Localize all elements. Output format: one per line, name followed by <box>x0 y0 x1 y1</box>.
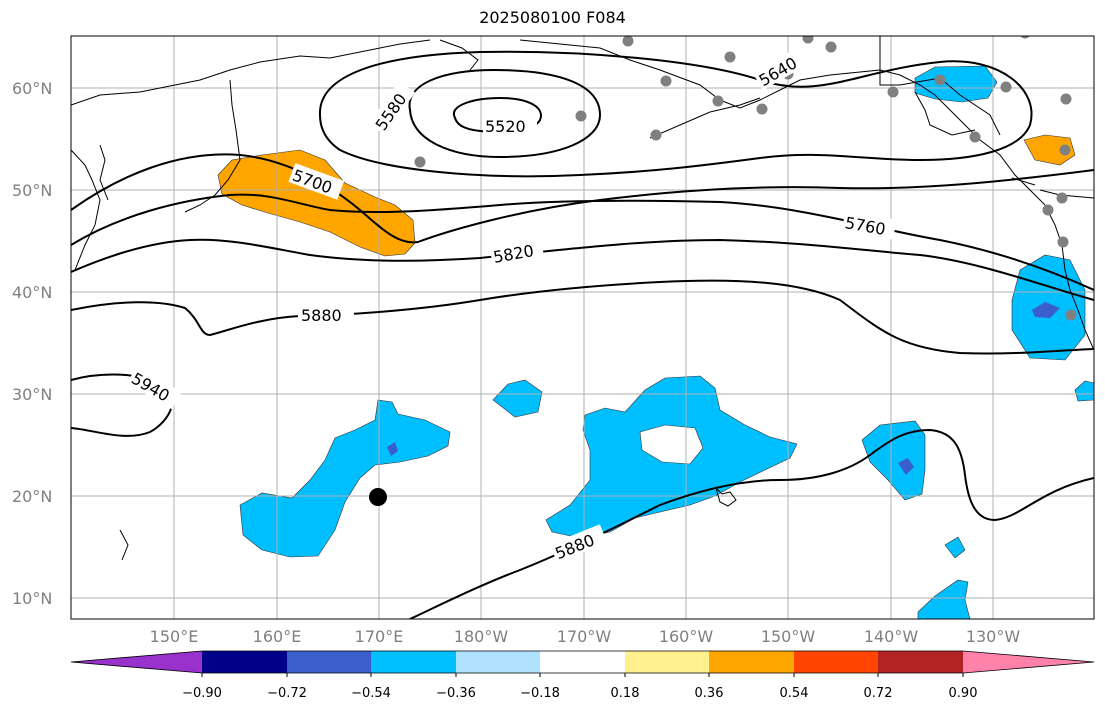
station-dot <box>1056 192 1068 204</box>
negative-anomaly-west-pacific <box>239 399 451 558</box>
lat-label-30: 30°N <box>12 385 52 404</box>
lat-label-40: 40°N <box>12 283 52 302</box>
map-title: 2025080100 F084 <box>479 8 626 27</box>
strong-negative-1 <box>1032 302 1060 318</box>
station-dot <box>969 131 981 143</box>
colorbar-tick-label: −0.36 <box>436 686 476 701</box>
negative-anomaly-east <box>861 420 926 501</box>
contour-5580-outer <box>318 50 1033 178</box>
lat-label-60: 60°N <box>12 79 52 98</box>
lat-label-10: 10°N <box>12 589 52 608</box>
station-dot <box>660 75 672 87</box>
lat-label-50: 50°N <box>12 181 52 200</box>
contour-5700 <box>71 153 1094 244</box>
latitude-labels: 60°N 50°N 40°N 30°N 20°N 10°N <box>12 79 52 608</box>
colorbar-tick-label: −0.18 <box>520 686 560 701</box>
negative-anomaly-small-2 <box>944 536 966 559</box>
colorbar-tick-label: −0.72 <box>267 686 307 701</box>
colorbar-tick-label: 0.90 <box>949 686 978 701</box>
lon-label-150e: 150°E <box>150 627 199 646</box>
station-dots <box>414 36 1077 321</box>
station-dot <box>1059 144 1071 156</box>
contour-label-5880-north: 5880 <box>301 306 342 325</box>
center-marker <box>369 488 387 506</box>
station-dot <box>825 41 837 53</box>
lon-label-140w: 140°W <box>864 627 919 646</box>
station-dot <box>1000 81 1012 93</box>
longitude-labels: 150°E 160°E 170°E 180°W 170°W 160°W 150°… <box>150 627 1021 646</box>
station-dot <box>1060 93 1072 105</box>
station-dot <box>724 51 736 63</box>
colorbar-swatch <box>625 651 709 673</box>
contour-5520 <box>452 96 542 133</box>
contour-5880-north <box>71 279 1094 355</box>
contour-label-5520: 5520 <box>485 117 526 136</box>
lon-label-170e: 170°E <box>355 627 404 646</box>
lon-label-160w: 160°W <box>659 627 714 646</box>
colorbar-extend-low <box>71 651 202 673</box>
station-dot <box>1065 309 1077 321</box>
colorbar-swatch <box>540 651 625 673</box>
colorbar-swatch <box>878 651 963 673</box>
lon-label-130w: 130°W <box>966 627 1021 646</box>
colorbar-tick-label: 0.36 <box>695 686 724 701</box>
lon-label-170w: 170°W <box>557 627 612 646</box>
colorbar-swatch <box>456 651 540 673</box>
negative-anomaly-small-3 <box>1074 380 1094 402</box>
station-dot <box>1057 236 1069 248</box>
station-dot <box>414 156 426 168</box>
colorbar-swatch <box>371 651 456 673</box>
contour-5880-south <box>409 428 1094 619</box>
station-dot <box>1042 204 1054 216</box>
colorbar-swatch <box>709 651 794 673</box>
negative-anomaly-se <box>917 579 971 619</box>
lat-label-20: 20°N <box>12 487 52 506</box>
colorbar-tick-label: 0.72 <box>864 686 893 701</box>
colorbar-swatches <box>70 650 1095 674</box>
colorbar-tick-label: −0.90 <box>182 686 222 701</box>
colorbar-extend-high <box>963 651 1094 673</box>
station-dot <box>650 129 662 141</box>
plot-frame <box>70 35 1095 620</box>
station-dot <box>802 36 814 44</box>
station-dot <box>756 103 768 115</box>
station-dot <box>1020 36 1030 39</box>
contour-5580-inner <box>408 68 602 159</box>
negative-anomaly-hole <box>639 424 704 465</box>
colorbar-swatch <box>794 651 878 673</box>
strong-negative-3 <box>387 442 398 456</box>
contour-5760 <box>71 193 1094 291</box>
colorbar-ticks: −0.90 −0.72 −0.54 −0.36 −0.18 0.18 0.36 0.54 0.7… <box>182 673 977 701</box>
gridlines <box>71 36 1094 619</box>
colorbar-swatch <box>287 651 371 673</box>
negative-anomaly-alaska <box>914 65 998 103</box>
colorbar: −0.90 −0.72 −0.54 −0.36 −0.18 0.18 0.36 0.54 0.7… <box>70 650 1095 701</box>
negative-anomaly-small-1 <box>492 379 543 418</box>
lon-label-180w: 180°W <box>454 627 509 646</box>
colorbar-swatch <box>202 651 287 673</box>
colorbar-tick-label: 0.18 <box>611 686 640 701</box>
station-dot <box>622 36 634 47</box>
colorbar-tick-label: −0.54 <box>351 686 391 701</box>
positive-anomaly-vancouver <box>1023 134 1076 166</box>
colorbar-tick-label: 0.54 <box>780 686 809 701</box>
station-dot <box>575 110 587 122</box>
strong-negative-2 <box>898 458 914 475</box>
station-dot <box>934 74 946 86</box>
lon-label-150w: 150°W <box>761 627 816 646</box>
lon-label-160e: 160°E <box>253 627 302 646</box>
station-dot <box>887 86 899 98</box>
station-dot <box>712 95 724 107</box>
